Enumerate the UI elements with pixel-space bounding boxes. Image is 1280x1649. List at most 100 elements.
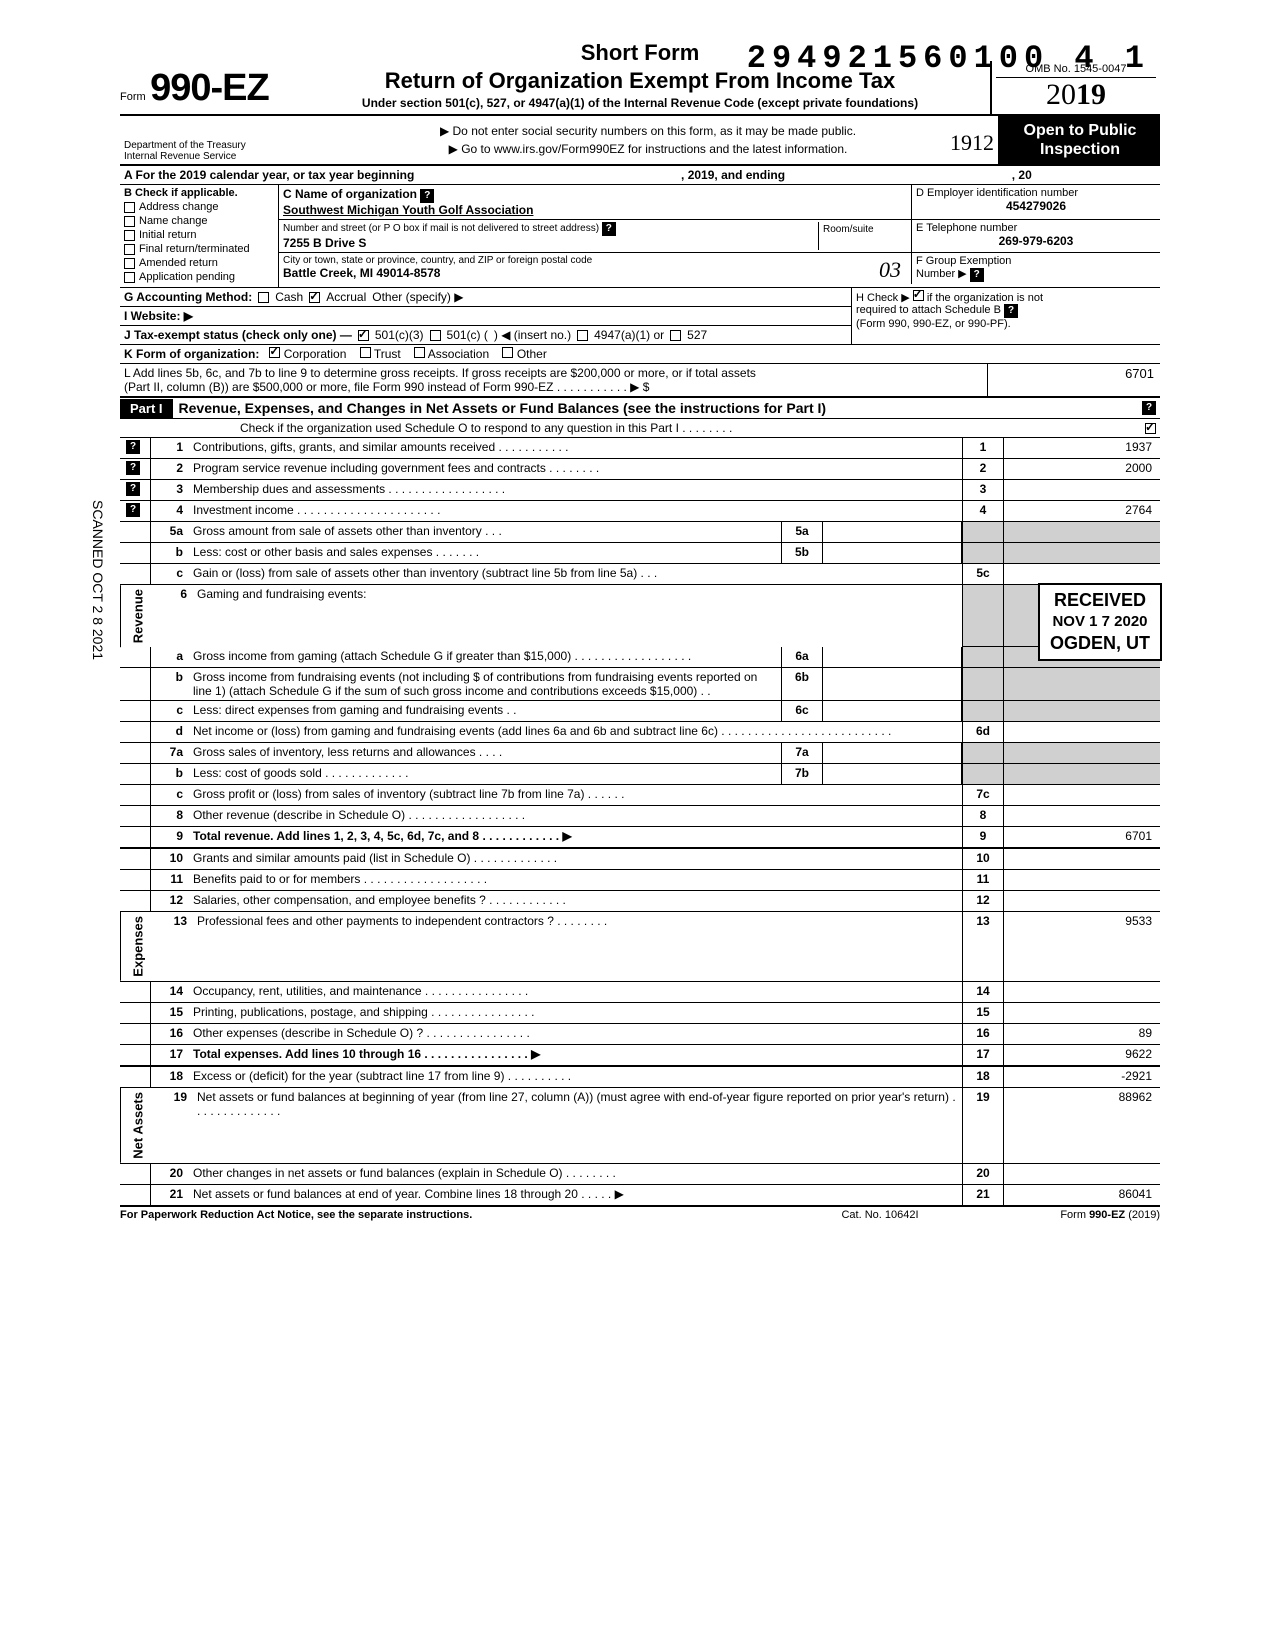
line-6c-value [823,701,962,721]
section-bcdef: B Check if applicable. Address change Na… [120,185,1160,288]
line-13-value: 9533 [1004,912,1160,981]
line-3-value [1004,480,1160,500]
j-label: J Tax-exempt status (check only one) — [124,328,352,342]
help-icon[interactable]: ? [126,503,140,517]
line-a: A For the 2019 calendar year, or tax yea… [120,166,1160,185]
d-label: D Employer identification number [916,187,1156,199]
line-10-value [1004,849,1160,869]
chk-501c3[interactable] [358,330,369,341]
line-19-value: 88962 [1004,1088,1160,1163]
chk-final-return[interactable] [124,244,135,255]
e-label: E Telephone number [916,222,1156,234]
scanned-stamp: SCANNED OCT 2 8 2021 [90,500,106,660]
line-l-amount: 6701 [987,364,1160,396]
city-label: City or town, state or province, country… [283,255,907,266]
chk-name-change[interactable] [124,216,135,227]
h-text2: if the organization is not [927,292,1043,304]
line-16-value: 89 [1004,1024,1160,1044]
chk-cash[interactable] [258,292,269,303]
dept-line-1: Department of the Treasury [124,140,294,151]
form-prefix: Form [120,91,146,103]
handwritten-1912: 1912 [950,130,994,156]
line-k: K Form of organization: Corporation Trus… [120,345,1160,364]
chk-amended-return[interactable] [124,258,135,269]
line-15-value [1004,1003,1160,1023]
line-8-value [1004,806,1160,826]
street-label: Number and street (or P O box if mail is… [283,223,599,234]
line-l: L Add lines 5b, 6c, and 7b to line 9 to … [120,364,1160,398]
help-icon[interactable]: ? [1142,401,1156,415]
footer: For Paperwork Reduction Act Notice, see … [120,1207,1160,1221]
line-5c-value [1004,564,1160,584]
help-icon[interactable]: ? [1004,304,1018,318]
chk-trust[interactable] [360,347,371,358]
c-label: C Name of organization [283,187,417,201]
expenses-side-label: Expenses [120,912,155,981]
help-icon[interactable]: ? [126,461,140,475]
footer-paperwork: For Paperwork Reduction Act Notice, see … [120,1209,780,1221]
help-icon[interactable]: ? [602,222,616,236]
part-1-header: Part I Revenue, Expenses, and Changes in… [120,398,1160,419]
line-7b-value [823,764,962,784]
received-stamp: RECEIVED NOV 1 7 2020 OGDEN, UT [1038,583,1162,661]
line-1-value: 1937 [1004,438,1160,458]
tax-year: 2019 [996,78,1156,112]
room-suite-label: Room/suite [818,222,907,250]
footer-form-ref: Form 990-EZ (2019) [980,1209,1160,1221]
chk-association[interactable] [414,347,425,358]
city-value: Battle Creek, MI 49014-8578 [283,266,907,280]
line-7a-value [823,743,962,763]
open-public-1: Open to Public [1024,121,1137,140]
dln-number: 294921560100 4 1 [747,40,1150,77]
line-4-value: 2764 [1004,501,1160,521]
f-label2: Number ▶ [916,268,967,280]
h-text3: required to attach Schedule B [856,304,1001,316]
i-label: I Website: ▶ [124,309,193,323]
part-1-grid: ? 1 Contributions, gifts, grants, and si… [120,438,1160,1207]
line-11-value [1004,870,1160,890]
line-7c-value [1004,785,1160,805]
line-5b-value [823,543,962,563]
chk-accrual[interactable] [309,292,320,303]
check-schedule-o-row: Check if the organization used Schedule … [120,419,1160,438]
instruction-2: ▶ Go to www.irs.gov/Form990EZ for instru… [308,142,988,156]
netassets-side-label: Net Assets [120,1088,155,1163]
chk-527[interactable] [670,330,681,341]
line-6a-value [823,647,962,667]
line-5a-value [823,522,962,542]
line-9-value: 6701 [1004,827,1160,847]
chk-application-pending[interactable] [124,272,135,283]
chk-initial-return[interactable] [124,230,135,241]
instruction-1: ▶ Do not enter social security numbers o… [308,124,988,138]
org-name: Southwest Michigan Youth Golf Associatio… [283,203,907,217]
b-label: B Check if applicable. [124,187,274,199]
line-17-value: 9622 [1004,1045,1160,1065]
footer-catno: Cat. No. 10642I [780,1209,980,1221]
chk-other-org[interactable] [502,347,513,358]
section-ghij: G Accounting Method: Cash Accrual Other … [120,288,1160,345]
help-icon[interactable]: ? [126,482,140,496]
revenue-side-label: Revenue [120,585,155,647]
line-18-value: -2921 [1004,1067,1160,1087]
chk-schedule-o[interactable] [1145,423,1156,434]
help-icon[interactable]: ? [970,268,984,282]
chk-501c[interactable] [430,330,441,341]
h-text4: (Form 990, 990-EZ, or 990-PF). [856,318,1011,330]
g-label: G Accounting Method: [124,290,252,304]
chk-address-change[interactable] [124,202,135,213]
line-6d-value [1004,722,1160,742]
dept-line-2: Internal Revenue Service [124,151,294,162]
help-icon[interactable]: ? [126,440,140,454]
f-label: F Group Exemption [916,255,1156,267]
chk-4947[interactable] [577,330,588,341]
part-1-title: Revenue, Expenses, and Changes in Net As… [173,398,1142,418]
form-number: 990-EZ [150,67,269,109]
open-public-2: Inspection [1040,140,1120,159]
chk-corporation[interactable] [269,347,280,358]
header-row-2: Department of the Treasury Internal Reve… [120,116,1160,166]
h-text1: H Check ▶ [856,292,910,304]
help-icon[interactable]: ? [420,189,434,203]
ein-value: 454279026 [916,199,1156,213]
chk-h[interactable] [913,290,924,301]
line-21-value: 86041 [1004,1185,1160,1205]
